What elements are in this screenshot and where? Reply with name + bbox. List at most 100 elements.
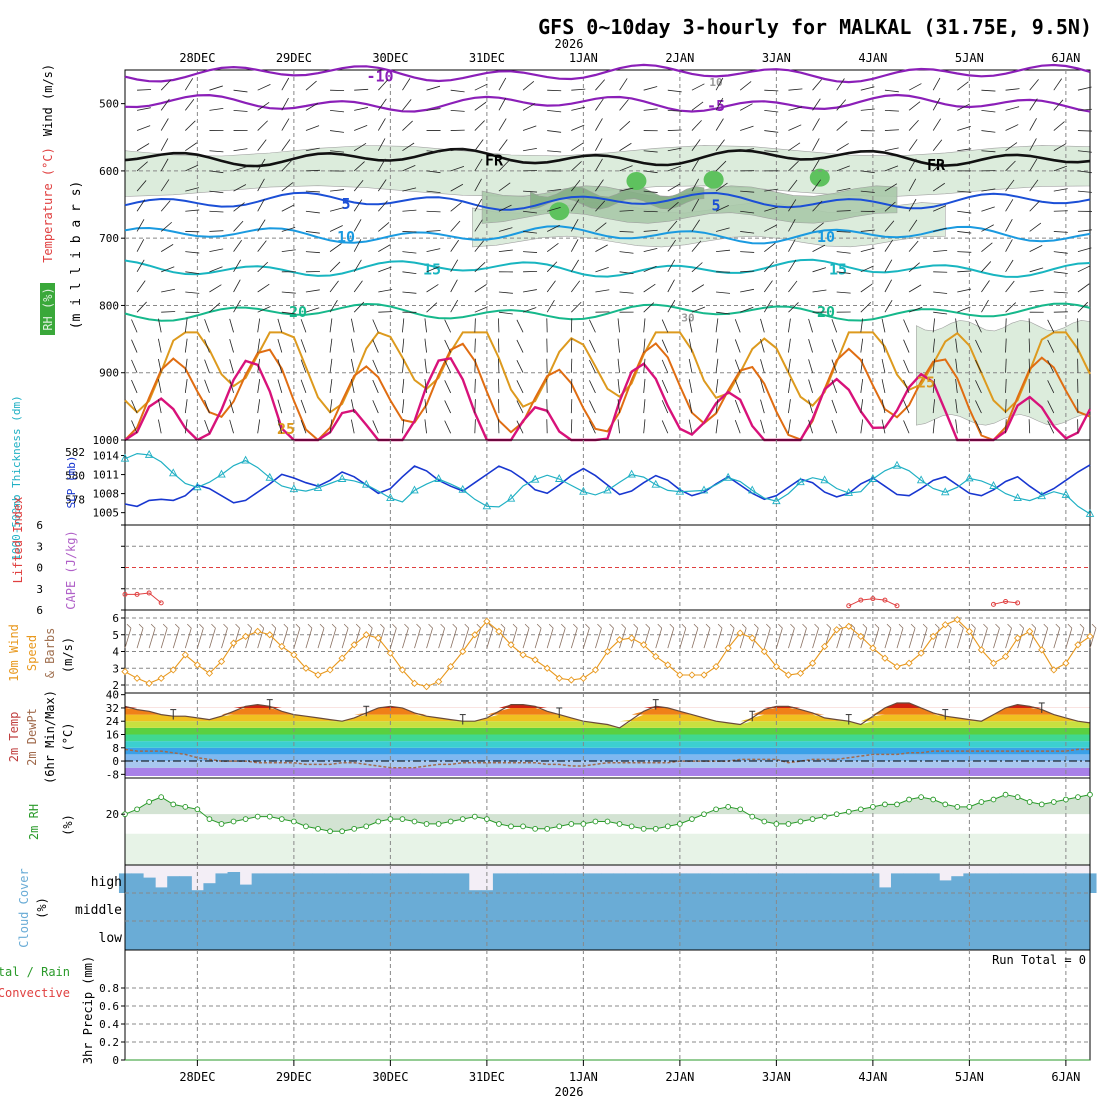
wind-barb (277, 338, 283, 353)
wind-barb (691, 101, 704, 111)
wind-barb (1005, 88, 1020, 91)
cloud-high-bar (975, 873, 988, 893)
wind-barb (764, 224, 777, 232)
wind-barb (474, 198, 483, 212)
wind-barb (1028, 399, 1031, 414)
barb-10m (703, 628, 711, 649)
barb-10m (365, 628, 373, 649)
wind-barb (444, 380, 452, 394)
wind-barb (734, 399, 741, 414)
rh-point (484, 816, 490, 822)
wind-barb (209, 284, 222, 293)
wind-barb (426, 284, 439, 293)
wind-barb (424, 318, 427, 333)
wind-barb (734, 420, 741, 434)
wind-barb (884, 259, 893, 273)
wind-barb (812, 222, 824, 232)
wind-barb (1005, 318, 1007, 333)
barb-10m-flag (476, 623, 482, 629)
wind-barb (1005, 179, 1015, 192)
wind-barb (1077, 283, 1090, 293)
wind-barb (691, 198, 700, 212)
wind-barb (595, 98, 604, 111)
wind-barb (764, 130, 779, 133)
wind-barb (957, 81, 969, 91)
cloud-mid-low (125, 893, 1090, 950)
wind-barb (300, 319, 307, 333)
wind-barb (184, 78, 194, 91)
wind-barb (1047, 339, 1055, 353)
wind-barb (353, 280, 363, 293)
wind-barb (1053, 143, 1067, 152)
precip-tick-label: 0.2 (99, 1036, 119, 1049)
cloud-high-bar (577, 873, 590, 893)
wind-barb (812, 267, 827, 273)
wind-barb (185, 291, 200, 294)
wind-barb (547, 109, 562, 113)
cloud-high-bar (613, 873, 627, 893)
wind-barb (667, 183, 681, 192)
wind-barb (667, 279, 675, 293)
wind-barb (402, 142, 415, 152)
wind-barb (691, 240, 702, 252)
ylabel-precip-total: Total / Rain (0, 965, 70, 979)
wind-barb (136, 280, 146, 293)
wind-barb (881, 419, 886, 434)
rh-point (580, 821, 587, 827)
rh-point (291, 818, 297, 825)
wind-barb (881, 379, 886, 393)
wind-barb (688, 379, 693, 393)
wind-barb (498, 227, 513, 232)
wind-barb (734, 319, 741, 333)
wind-barb (571, 179, 581, 192)
cloud-high-bar (722, 873, 735, 893)
wind-barb (1053, 121, 1065, 131)
wind-barb (619, 209, 634, 212)
wind-barb (257, 178, 265, 192)
wind-barb (185, 271, 200, 275)
cloud-high-bar (348, 873, 361, 893)
rh-base-fill (125, 833, 1090, 865)
contour-label-t25a: 25 (277, 420, 295, 438)
temp-band (125, 747, 1090, 755)
wind-barb (788, 280, 798, 293)
wind-barb (305, 307, 320, 313)
wind-speed-point (531, 656, 539, 664)
wind-barb (136, 239, 145, 252)
wind-barb (788, 259, 797, 273)
wind-barb (975, 400, 982, 414)
wind-barb (1028, 338, 1031, 353)
wind-barb (229, 399, 234, 414)
barb-10m (1005, 628, 1012, 649)
wind-barb (1005, 419, 1007, 434)
barb-10m (1029, 628, 1037, 649)
wind-barb (740, 148, 755, 152)
cloud-high-bar (287, 873, 301, 893)
wind-speed-point (736, 629, 744, 637)
wind-speed-point (483, 617, 491, 625)
wind-barb (1005, 160, 1016, 172)
cloud-high-bar (1047, 873, 1061, 893)
ylabel-temp-unit: (°C) (61, 723, 75, 752)
barb-10m (582, 628, 590, 649)
wind-barb (131, 400, 138, 414)
temp-tick-label: 8 (112, 742, 119, 755)
slp-point (506, 493, 516, 502)
wind-speed-point (507, 641, 515, 649)
wind-barb (884, 201, 896, 212)
rh-point (797, 818, 804, 825)
slp-point (651, 479, 661, 488)
wind-barb (957, 288, 972, 293)
wind-speed-point (640, 641, 648, 649)
wind-barb (137, 89, 152, 91)
wind-speed-point (881, 654, 889, 662)
wind-barb (257, 378, 261, 393)
barb-10m (715, 628, 723, 649)
wind-barb (981, 206, 995, 212)
wind-barb (836, 143, 849, 152)
barb-10m (800, 628, 807, 649)
wind-barb (570, 259, 579, 273)
cloud-high-bar (685, 873, 699, 893)
wind-barb (884, 165, 899, 172)
wind-barb (643, 170, 658, 174)
